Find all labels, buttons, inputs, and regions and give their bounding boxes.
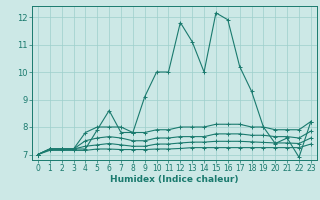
X-axis label: Humidex (Indice chaleur): Humidex (Indice chaleur) [110,175,239,184]
